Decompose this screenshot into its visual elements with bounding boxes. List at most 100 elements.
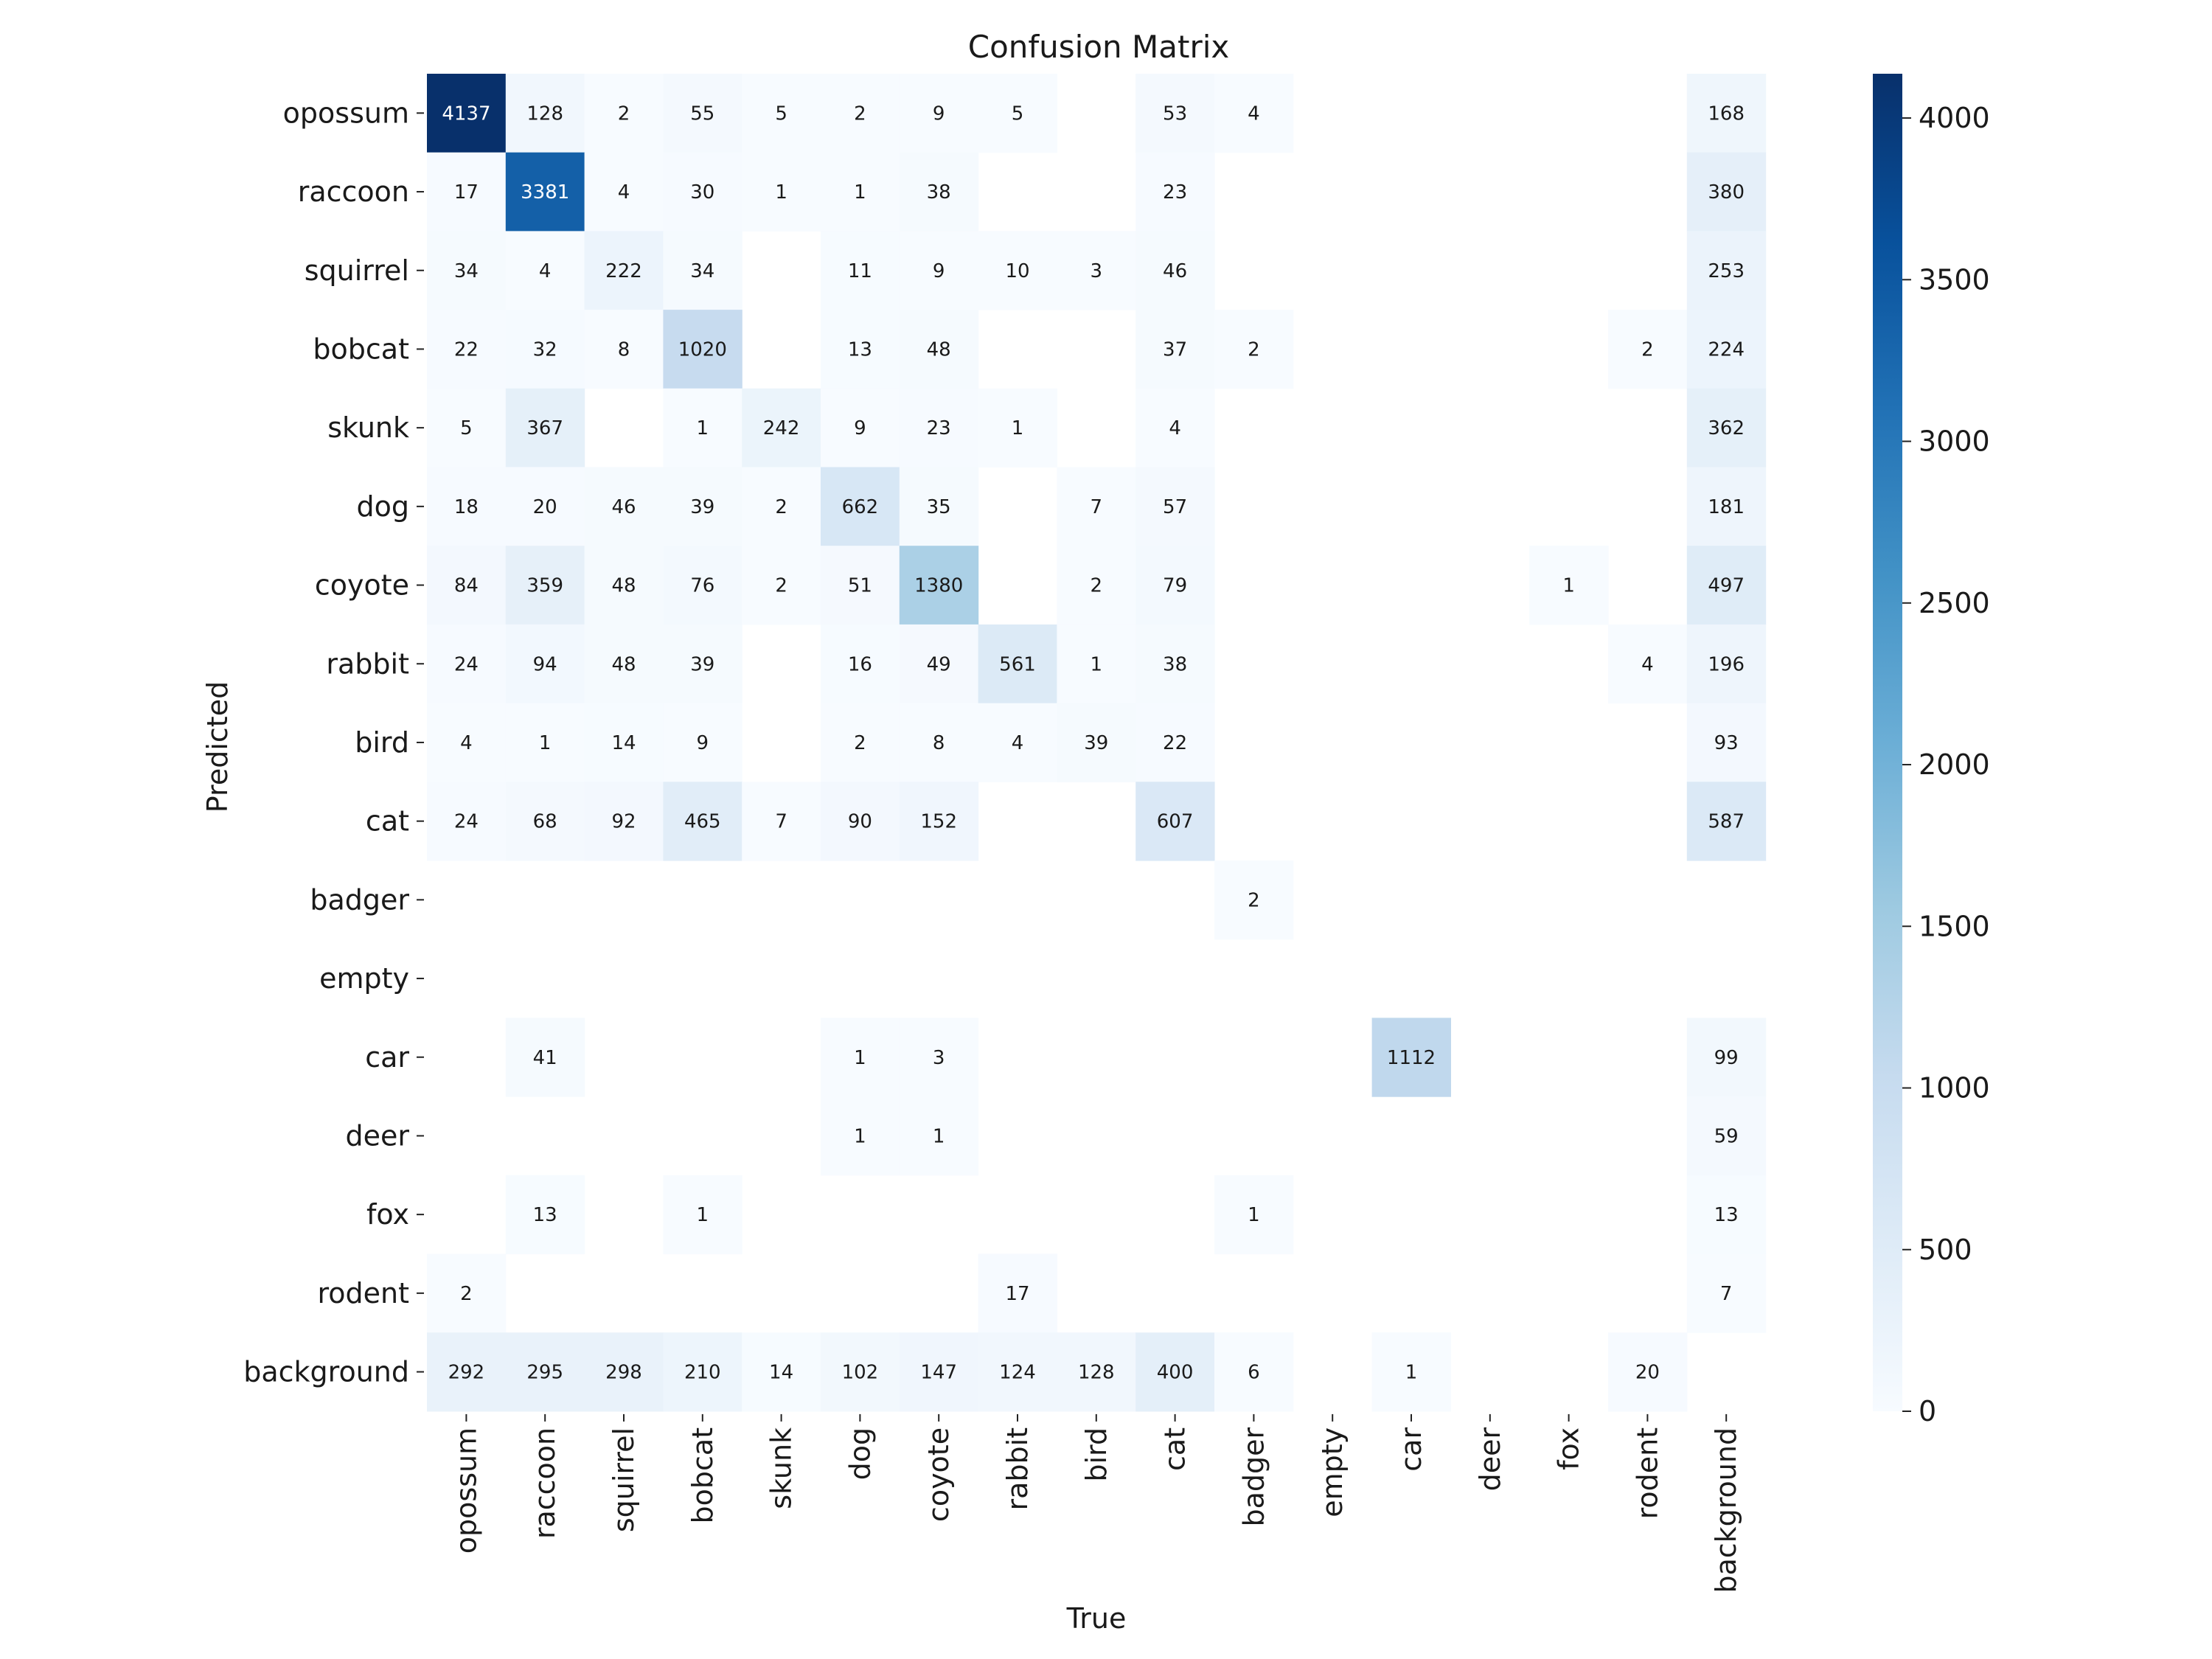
colorbar-tick-label: 1000: [1919, 1072, 1990, 1105]
cell-value-label: 3381: [521, 181, 569, 204]
cell-value-label: 1020: [678, 338, 727, 361]
heatmap-cell: [663, 624, 742, 704]
heatmap-cell: [1057, 231, 1136, 310]
y-tick-label: opossum: [283, 97, 409, 129]
heatmap-cell: [821, 1096, 900, 1176]
y-tick-label: badger: [310, 883, 409, 916]
heatmap-cell: [899, 1096, 979, 1176]
cell-value-label: 32: [533, 338, 557, 361]
heatmap-cell: [899, 74, 979, 153]
cell-value-label: 359: [526, 575, 563, 597]
heatmap-cell: [821, 703, 900, 782]
cell-value-label: 5: [775, 102, 787, 125]
heatmap-cell: [427, 467, 507, 546]
heatmap-cell: [427, 1332, 507, 1412]
cell-value-label: 1380: [914, 575, 963, 597]
cell-value-label: 147: [920, 1362, 957, 1384]
heatmap-cell: [427, 231, 507, 310]
y-tick-label: skunk: [327, 411, 409, 444]
heatmap-cell: [1529, 546, 1609, 625]
heatmap-cell: [821, 310, 900, 389]
colorbar-gradient: [1873, 74, 1902, 1411]
cell-value-label: 99: [1714, 1047, 1739, 1069]
heatmap-cell: [899, 310, 979, 389]
cell-value-label: 152: [920, 811, 957, 833]
cell-value-label: 4: [539, 260, 552, 282]
cell-value-label: 4: [1248, 102, 1260, 125]
heatmap-cell: [505, 782, 585, 861]
x-tick-label: raccoon: [529, 1427, 561, 1539]
heatmap-cell: [978, 624, 1057, 704]
cell-value-label: 34: [690, 260, 714, 282]
heatmap-cell: [1057, 703, 1136, 782]
cell-value-label: 2: [618, 102, 630, 125]
heatmap-cell: [742, 782, 821, 861]
heatmap-cell: [821, 231, 900, 310]
x-tick-label: bird: [1080, 1427, 1113, 1482]
cell-value-label: 55: [690, 102, 714, 125]
heatmap-cell: [1135, 467, 1215, 546]
cell-value-label: 1: [1012, 417, 1024, 439]
x-tick-label: dog: [844, 1427, 876, 1481]
heatmap-cell: [1057, 624, 1136, 704]
y-tick-label: bobcat: [313, 333, 409, 365]
heatmap-cell: [1686, 546, 1767, 625]
heatmap-cell: [584, 74, 664, 153]
cell-value-label: 9: [854, 417, 866, 439]
colorbar-tick-label: 0: [1919, 1395, 1936, 1427]
heatmap-cell: [1608, 310, 1688, 389]
heatmap-cell: [1686, 231, 1767, 310]
heatmap-cell: [505, 231, 585, 310]
colorbar-ticks: 0 500 1000 1500 2000 2500 3000 3500 4000: [1902, 102, 1990, 1427]
colorbar: 0 500 1000 1500 2000 2500 3000 3500 4000: [1873, 74, 1990, 1427]
cell-value-label: 1: [697, 1204, 709, 1226]
heatmap-cell: [663, 388, 742, 468]
heatmap-cell: [584, 231, 664, 310]
cell-value-label: 5: [460, 417, 473, 439]
heatmap-cell: [505, 310, 585, 389]
heatmap-cell: [663, 74, 742, 153]
cell-value-label: 4: [1169, 417, 1181, 439]
heatmap-cell: [821, 74, 900, 153]
cell-value-label: 222: [605, 260, 642, 282]
cell-value-label: 17: [1005, 1283, 1029, 1305]
heatmap-cell: [427, 74, 507, 153]
heatmap-cell: [1686, 388, 1767, 468]
cell-value-label: 181: [1708, 496, 1745, 518]
heatmap-cell: [899, 388, 979, 468]
cell-value-label: 3: [933, 1047, 945, 1069]
cell-value-label: 53: [1163, 102, 1187, 125]
cell-value-label: 1: [1405, 1362, 1418, 1384]
cell-value-label: 49: [927, 653, 951, 675]
heatmap-cell: [978, 388, 1057, 468]
y-tick-label: cat: [366, 805, 409, 838]
heatmap-cell: [427, 310, 507, 389]
cell-value-label: 38: [1163, 653, 1187, 675]
cell-value-label: 224: [1708, 338, 1745, 361]
heatmap-cell: [584, 624, 664, 704]
heatmap-cell: [584, 1332, 664, 1412]
heatmap-cell: [427, 1253, 507, 1333]
heatmap-cell: [1214, 1175, 1294, 1255]
heatmap-cell: [505, 1018, 585, 1097]
x-tick-label: empty: [1316, 1427, 1349, 1517]
y-tick-label: dog: [357, 490, 410, 523]
heatmap-cell: [742, 152, 821, 232]
cell-value-label: 662: [842, 496, 879, 518]
cell-value-label: 210: [684, 1362, 721, 1384]
cell-value-label: 23: [1163, 181, 1187, 204]
cell-value-label: 9: [933, 260, 945, 282]
cell-value-label: 92: [611, 811, 636, 833]
cell-value-label: 22: [1163, 732, 1187, 754]
heatmap-cell: [899, 624, 979, 704]
x-tick-label: deer: [1474, 1427, 1506, 1492]
cell-value-label: 5: [1012, 102, 1024, 125]
heatmap-cell: [584, 310, 664, 389]
cell-value-label: 14: [769, 1362, 793, 1384]
heatmap-cell: [742, 388, 821, 468]
cell-value-label: 196: [1708, 653, 1745, 675]
heatmap-cell: [1135, 546, 1215, 625]
cell-value-label: 22: [454, 338, 479, 361]
heatmap-cell: [1686, 152, 1767, 232]
